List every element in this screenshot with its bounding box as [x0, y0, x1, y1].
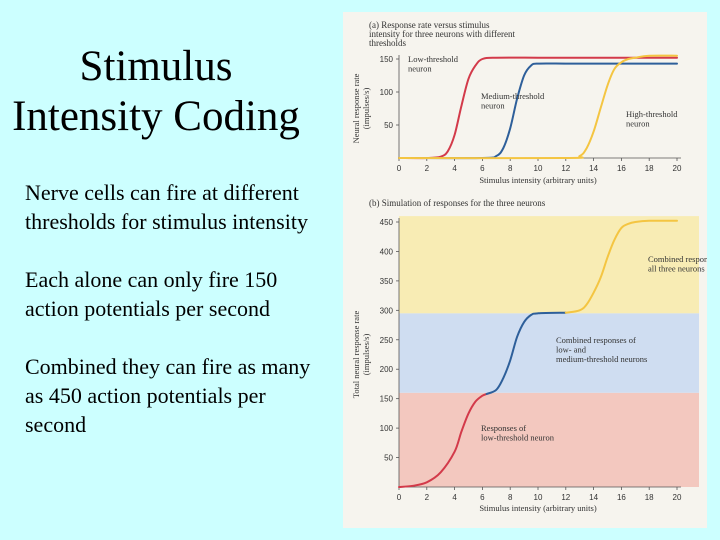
chart-1: 0 2 4 6 8 10 12 14 16 18 20 50 100 150 Stimulus intens… — [351, 54, 682, 185]
figure-panel: 0 2 4 6 8 10 12 14 16 18 20 50 100 150 Stimulus intens… — [343, 12, 707, 528]
bullet-thresholds: Nerve cells can fire at different thresh… — [25, 180, 308, 234]
x-tick-label: 4 — [452, 164, 457, 173]
slide-title-line-2: Intensity Coding — [12, 93, 300, 140]
x-axis-label: Stimulus intensity (arbitrary units) — [479, 503, 597, 513]
chart-band-2 — [399, 313, 699, 393]
x-tick-label: 14 — [589, 493, 598, 502]
slide-title: Stimulus Intensity Coding — [0, 42, 312, 142]
series-line-2 — [485, 311, 567, 395]
slide-title-line-1: Stimulus — [79, 43, 233, 90]
y-tick-label: 150 — [380, 395, 394, 404]
x-tick-label: 12 — [561, 493, 570, 502]
y-tick-label: 100 — [380, 88, 394, 97]
series-line-3 — [398, 54, 678, 160]
series-annotation-1: Responses of low-threshold neuron — [481, 423, 555, 443]
y-tick-label: 100 — [380, 424, 394, 433]
x-tick-label: 2 — [425, 493, 430, 502]
x-tick-label: 18 — [645, 493, 654, 502]
y-tick-label: 50 — [384, 454, 393, 463]
series-annotation-3: Combined responses ofall three neurons — [648, 254, 707, 274]
x-tick-label: 2 — [425, 164, 430, 173]
chart-band-3 — [399, 216, 699, 314]
y-tick-label: 350 — [380, 277, 394, 286]
y-tick-label: 300 — [380, 306, 394, 315]
y-tick-label: 400 — [380, 247, 394, 256]
x-tick-label: 16 — [617, 164, 626, 173]
x-axis-label: Stimulus intensity (arbitrary units) — [479, 175, 597, 185]
chart-band-1 — [399, 392, 699, 487]
y-tick-label: 200 — [380, 365, 394, 374]
x-tick-label: 20 — [673, 164, 682, 173]
y-tick-label: 50 — [384, 121, 393, 130]
chart-title: (a) Response rate versus stimulus intensi… — [369, 20, 516, 48]
series-annotation-3: High-threshold neuron — [626, 109, 678, 129]
x-tick-label: 20 — [673, 493, 682, 502]
y-tick-label: 450 — [380, 218, 394, 227]
series-annotation-1: Low-threshold neuron — [408, 54, 459, 74]
y-tick-label: 250 — [380, 336, 394, 345]
series-annotation-2: Combined responses of low- and medium-thre… — [556, 335, 647, 364]
bullet-combined: Combined they can fire as many as 450 ac… — [25, 354, 311, 437]
x-tick-label: 16 — [617, 493, 626, 502]
x-tick-label: 6 — [480, 493, 485, 502]
x-tick-label: 12 — [561, 164, 570, 173]
x-tick-label: 6 — [480, 164, 485, 173]
series-line-1 — [398, 56, 678, 160]
x-tick-label: 8 — [508, 493, 513, 502]
y-tick-label: 150 — [380, 55, 394, 64]
y-axis-label: Total neural response rate(impulses/s) — [351, 311, 371, 399]
x-tick-label: 0 — [397, 493, 402, 502]
x-tick-label: 14 — [589, 164, 598, 173]
series-annotation-2: Medium-threshold neuron — [481, 91, 545, 111]
x-tick-label: 0 — [397, 164, 402, 173]
series-line-1 — [398, 393, 488, 488]
x-tick-label: 4 — [452, 493, 457, 502]
chart-2: 0 2 4 6 8 10 12 14 16 18 20 50 100 150 200 250 300 350 400… — [351, 216, 699, 513]
y-axis-label: Neural response rate(impulses/s) — [351, 73, 371, 143]
x-tick-label: 18 — [645, 164, 654, 173]
x-tick-label: 10 — [534, 493, 543, 502]
bullet-list: Nerve cells can fire at different thresh… — [25, 178, 325, 468]
x-tick-label: 8 — [508, 164, 513, 173]
series-line-2 — [398, 62, 678, 160]
chart-title: (b) Simulation of responses for the thre… — [369, 198, 546, 208]
series-line-3 — [564, 219, 678, 314]
x-tick-label: 10 — [534, 164, 543, 173]
bullet-single-limit: Each alone can only fire 150 action pote… — [25, 267, 278, 321]
